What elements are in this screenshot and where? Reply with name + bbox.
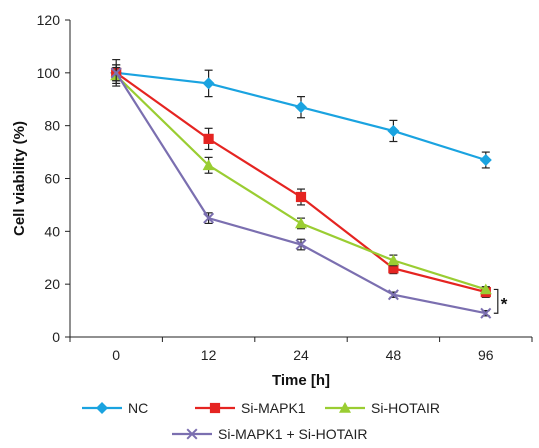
data-point-stroke <box>295 239 307 251</box>
data-point <box>479 283 492 295</box>
data-point <box>110 67 122 79</box>
x-tick-label: 24 <box>293 347 309 363</box>
data-point <box>388 263 399 274</box>
legend-label: Si-HOTAIR <box>371 400 440 416</box>
data-point-stroke <box>387 289 399 301</box>
data-point <box>387 124 400 137</box>
data-point-stroke <box>203 212 215 224</box>
data-point <box>479 154 492 167</box>
y-tick-label: 60 <box>44 171 60 187</box>
data-point <box>480 307 492 319</box>
series-si-hotair <box>110 66 492 295</box>
y-tick-label: 40 <box>44 223 60 239</box>
y-axis-title: Cell viability (%) <box>11 121 28 236</box>
y-tick-label: 120 <box>37 12 61 28</box>
data-point-stroke <box>480 307 492 319</box>
significance-annotation: * <box>501 294 508 313</box>
legend-item: Si-HOTAIR <box>325 400 440 416</box>
data-point <box>295 217 307 229</box>
y-tick-label: 100 <box>37 65 61 81</box>
y-tick-label: 0 <box>52 329 60 345</box>
data-point <box>387 289 399 301</box>
x-tick-label: 48 <box>386 347 402 363</box>
legend-label: Si-MAPK1 <box>241 400 306 416</box>
data-point <box>209 402 221 414</box>
y-tick-label: 20 <box>44 276 60 292</box>
data-point <box>203 133 214 144</box>
significance-bracket <box>493 288 499 314</box>
series-si-mapk1-si-hotair <box>110 64 492 319</box>
data-point-stroke <box>186 428 198 440</box>
data-point <box>203 212 215 224</box>
legend-label: NC <box>128 400 148 416</box>
data-point <box>96 402 108 414</box>
data-point <box>202 159 215 171</box>
plot-area <box>110 59 492 319</box>
data-point-stroke <box>110 67 122 79</box>
y-tick-label: 80 <box>44 118 60 134</box>
legend-item: Si-MAPK1 <box>195 400 306 416</box>
data-point <box>202 77 215 90</box>
legend-item: Si-MAPK1 + Si-HOTAIR <box>172 426 368 442</box>
legend-label: Si-MAPK1 + Si-HOTAIR <box>218 426 368 442</box>
data-point <box>295 191 307 203</box>
legend-item: NC <box>82 400 148 416</box>
data-point <box>387 254 400 266</box>
x-tick-label: 0 <box>112 347 120 363</box>
x-tick-label: 12 <box>201 347 217 363</box>
data-point <box>295 239 307 251</box>
data-point <box>295 101 307 114</box>
x-tick-label: 96 <box>478 347 494 363</box>
x-axis-title: Time [h] <box>272 372 330 389</box>
data-point <box>339 402 351 413</box>
data-point <box>186 428 198 440</box>
axes: 0 20 40 60 80 100 120 0 12 24 48 96 <box>37 12 533 363</box>
